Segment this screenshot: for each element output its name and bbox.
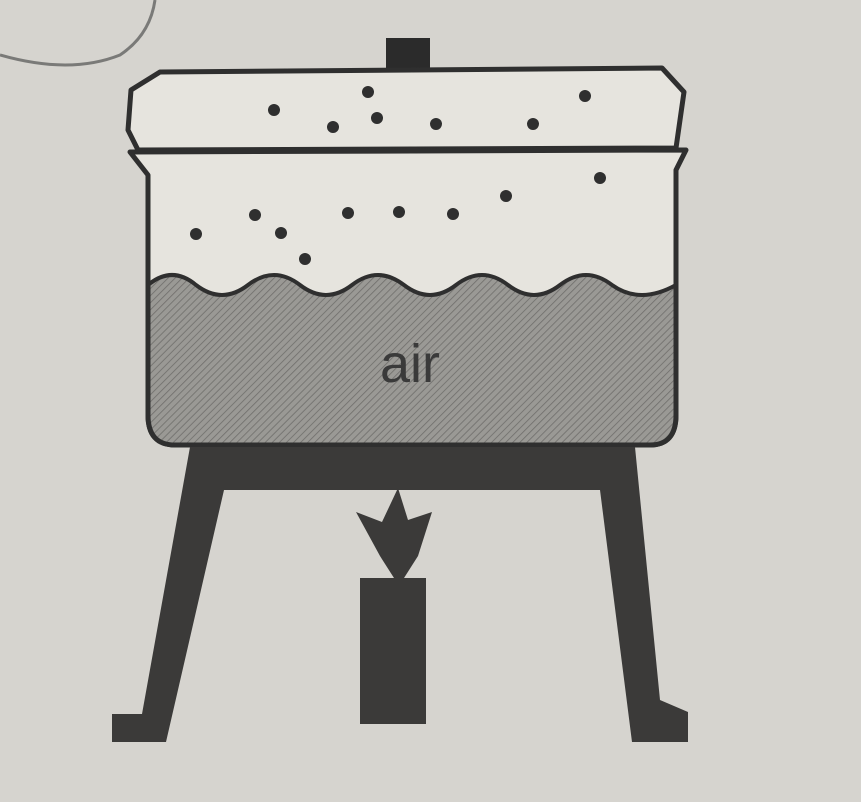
liquid-layer [148,273,676,445]
burner [360,578,426,724]
stand [112,447,688,742]
liquid-label: air [380,334,440,394]
background-scribble [0,0,157,67]
flame-icon [356,488,432,578]
pot-lid [125,65,687,153]
vapor-particles [190,86,606,265]
pot-outline-bottom [145,280,679,448]
liquid [148,273,676,445]
